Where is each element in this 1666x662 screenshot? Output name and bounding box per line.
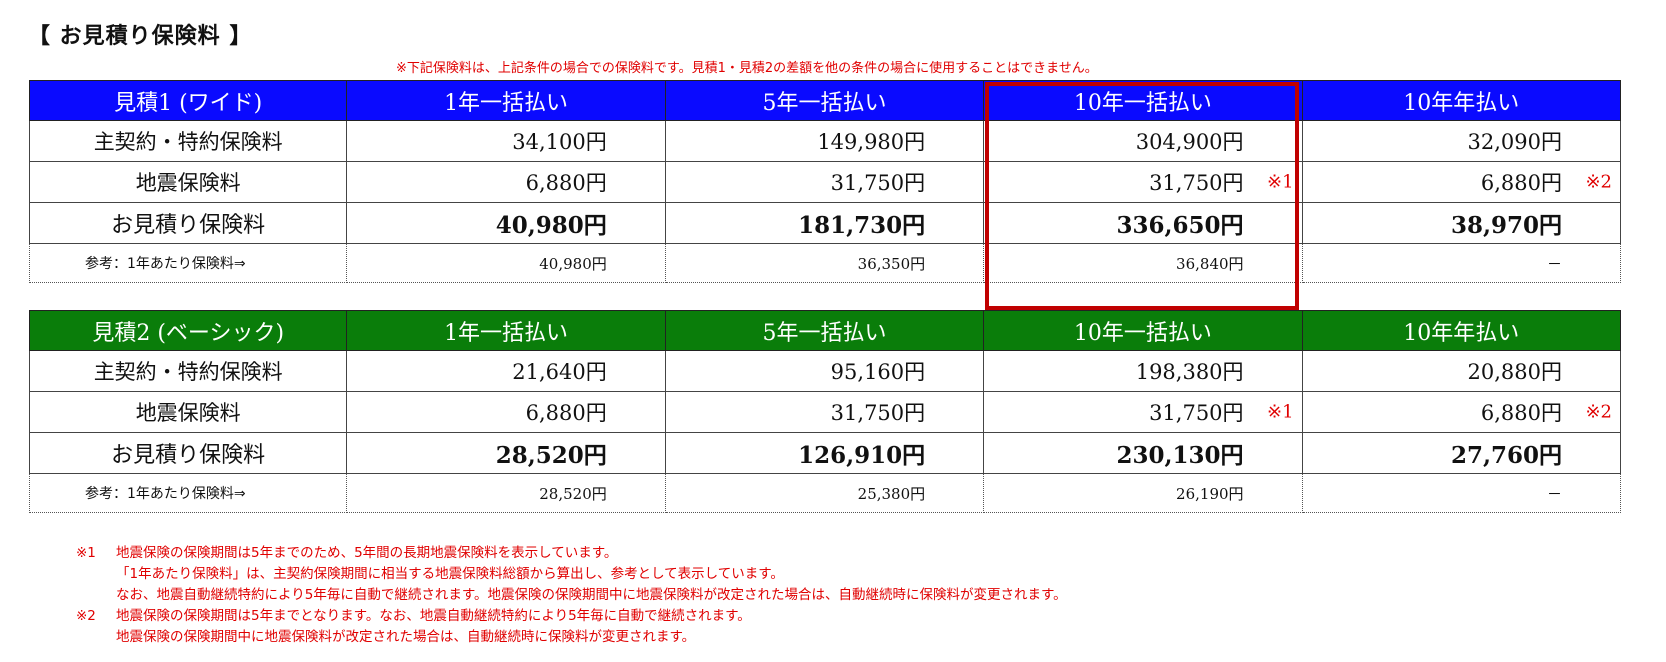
main-premium-5yr: 149,980円: [664, 120, 985, 162]
total-premium-5yr: 181,730円: [664, 202, 985, 244]
page-title: 【 お見積り保険料 】: [28, 24, 253, 49]
footnote-text: 「1年あたり保険料」は、主契約保険期間に相当する地震保険料総額から算出し、参考と…: [116, 566, 784, 582]
total-premium-label: お見積り保険料: [28, 432, 348, 474]
main-premium-1yr: 34,100円: [346, 120, 666, 162]
quake-premium-5yr: 31,750円: [664, 391, 985, 433]
value: 6,880円: [1480, 171, 1562, 195]
main-premium-5yr: 95,160円: [664, 350, 985, 392]
total-premium-5yr: 126,910円: [664, 432, 985, 474]
quote1-header-name: 見積1 (ワイド): [28, 80, 348, 121]
ref-annual-10yr-annual: －: [1301, 243, 1622, 283]
quote2-header-name: 見積2 (ベーシック): [28, 310, 348, 351]
header-10yr-annual: 10年年払い: [1301, 310, 1622, 351]
total-premium-1yr: 28,520円: [346, 432, 666, 474]
footnote-mark: ※2: [76, 608, 96, 624]
footnote-line: 「1年あたり保険料」は、主契約保険期間に相当する地震保険料総額から算出し、参考と…: [76, 564, 1067, 585]
total-premium-10yr-annual: 38,970円: [1301, 202, 1622, 244]
footnote-mark-2: ※2: [1585, 401, 1612, 423]
quake-premium-10yr-annual: 6,880円 ※2: [1301, 161, 1622, 203]
ref-annual-1yr: 40,980円: [346, 243, 666, 283]
footnote-mark-1: ※1: [1267, 171, 1294, 193]
quote2-table: 見積2 (ベーシック) 1年一括払い 5年一括払い 10年一括払い 10年年払い…: [28, 310, 1622, 513]
total-premium-10yr-annual: 27,760円: [1301, 432, 1622, 474]
footnotes: ※1 地震保険の保険期間は5年までのため、5年間の長期地震保険料を表示しています。…: [76, 543, 1067, 648]
value: 31,750円: [1149, 171, 1244, 195]
header-1yr-lump: 1年一括払い: [346, 80, 666, 121]
main-premium-label: 主契約・特約保険料: [28, 350, 348, 392]
footnote-text: 地震保険の保険期間は5年までとなります。なお、地震自動継続特約により5年毎に自動…: [116, 608, 751, 624]
footnote-text: なお、地震自動継続特約により5年毎に自動で継続されます。地震保険の保険期間中に地…: [116, 587, 1067, 603]
main-premium-10yr: 198,380円: [983, 350, 1303, 392]
notice-text: ※下記保険料は、上記条件の場合での保険料です。見積1・見積2の差額を他の条件の場…: [396, 61, 1098, 76]
value: 6,880円: [525, 171, 607, 195]
quake-premium-10yr: 31,750円 ※1: [983, 391, 1303, 433]
quote2-quake-row: 地震保険料 6,880円 31,750円 31,750円 ※1 6,880円 ※2: [28, 391, 1622, 433]
header-10yr-lump: 10年一括払い: [983, 310, 1303, 351]
ref-annual-5yr: 25,380円: [664, 473, 985, 513]
footnote-mark-2: ※2: [1585, 171, 1612, 193]
header-10yr-annual: 10年年払い: [1301, 80, 1622, 121]
ref-annual-1yr: 28,520円: [346, 473, 666, 513]
quote2-main-row: 主契約・特約保険料 21,640円 95,160円 198,380円 20,88…: [28, 350, 1622, 392]
footnote-line: ※2 地震保険の保険期間は5年までとなります。なお、地震自動継続特約により5年毎に…: [76, 606, 1067, 627]
main-premium-10yr-annual: 20,880円: [1301, 350, 1622, 392]
footnote-mark-1: ※1: [1267, 401, 1294, 423]
quake-premium-1yr: 6,880円: [346, 391, 666, 433]
ref-annual-5yr: 36,350円: [664, 243, 985, 283]
total-premium-1yr: 40,980円: [346, 202, 666, 244]
quote1-ref-row: 参考：1年あたり保険料⇒ 40,980円 36,350円 36,840円 －: [28, 243, 1622, 283]
quake-premium-label: 地震保険料: [28, 391, 348, 433]
value: 31,750円: [1149, 401, 1244, 425]
quote1-total-row: お見積り保険料 40,980円 181,730円 336,650円 38,970…: [28, 202, 1622, 244]
footnote-line: 地震保険の保険期間中に地震保険料が改定された場合は、自動継続時に保険料が変更され…: [76, 627, 1067, 648]
quake-premium-5yr: 31,750円: [664, 161, 985, 203]
main-premium-10yr-annual: 32,090円: [1301, 120, 1622, 162]
quake-premium-label: 地震保険料: [28, 161, 348, 203]
value: 6,880円: [525, 401, 607, 425]
header-10yr-lump: 10年一括払い: [983, 80, 1303, 121]
quake-premium-10yr-annual: 6,880円 ※2: [1301, 391, 1622, 433]
value: 6,880円: [1480, 401, 1562, 425]
quote1-header-row: 見積1 (ワイド) 1年一括払い 5年一括払い 10年一括払い 10年年払い: [28, 80, 1622, 121]
ref-annual-label: 参考：1年あたり保険料⇒: [28, 473, 348, 513]
footnote-line: ※1 地震保険の保険期間は5年までのため、5年間の長期地震保険料を表示しています。: [76, 543, 1067, 564]
header-5yr-lump: 5年一括払い: [664, 310, 985, 351]
footnote-mark: ※1: [76, 545, 96, 561]
main-premium-label: 主契約・特約保険料: [28, 120, 348, 162]
footnote-text: 地震保険の保険期間は5年までのため、5年間の長期地震保険料を表示しています。: [116, 545, 618, 561]
header-5yr-lump: 5年一括払い: [664, 80, 985, 121]
ref-annual-10yr: 36,840円: [983, 243, 1303, 283]
quote2-total-row: お見積り保険料 28,520円 126,910円 230,130円 27,760…: [28, 432, 1622, 474]
ref-annual-label: 参考：1年あたり保険料⇒: [28, 243, 348, 283]
quake-premium-10yr: 31,750円 ※1: [983, 161, 1303, 203]
quote2-ref-row: 参考：1年あたり保険料⇒ 28,520円 25,380円 26,190円 －: [28, 473, 1622, 513]
header-1yr-lump: 1年一括払い: [346, 310, 666, 351]
quote1-main-row: 主契約・特約保険料 34,100円 149,980円 304,900円 32,0…: [28, 120, 1622, 162]
total-premium-10yr: 336,650円: [983, 202, 1303, 244]
ref-annual-10yr: 26,190円: [983, 473, 1303, 513]
footnote-text: 地震保険の保険期間中に地震保険料が改定された場合は、自動継続時に保険料が変更され…: [116, 629, 696, 645]
main-premium-1yr: 21,640円: [346, 350, 666, 392]
total-premium-label: お見積り保険料: [28, 202, 348, 244]
quote1-table: 見積1 (ワイド) 1年一括払い 5年一括払い 10年一括払い 10年年払い 主…: [28, 80, 1622, 283]
value: 31,750円: [830, 171, 926, 195]
quake-premium-1yr: 6,880円: [346, 161, 666, 203]
footnote-line: なお、地震自動継続特約により5年毎に自動で継続されます。地震保険の保険期間中に地…: [76, 585, 1067, 606]
quote1-quake-row: 地震保険料 6,880円 31,750円 31,750円 ※1 6,880円 ※2: [28, 161, 1622, 203]
quote2-header-row: 見積2 (ベーシック) 1年一括払い 5年一括払い 10年一括払い 10年年払い: [28, 310, 1622, 351]
value: 31,750円: [830, 401, 926, 425]
total-premium-10yr: 230,130円: [983, 432, 1303, 474]
main-premium-10yr: 304,900円: [983, 120, 1303, 162]
ref-annual-10yr-annual: －: [1301, 473, 1622, 513]
